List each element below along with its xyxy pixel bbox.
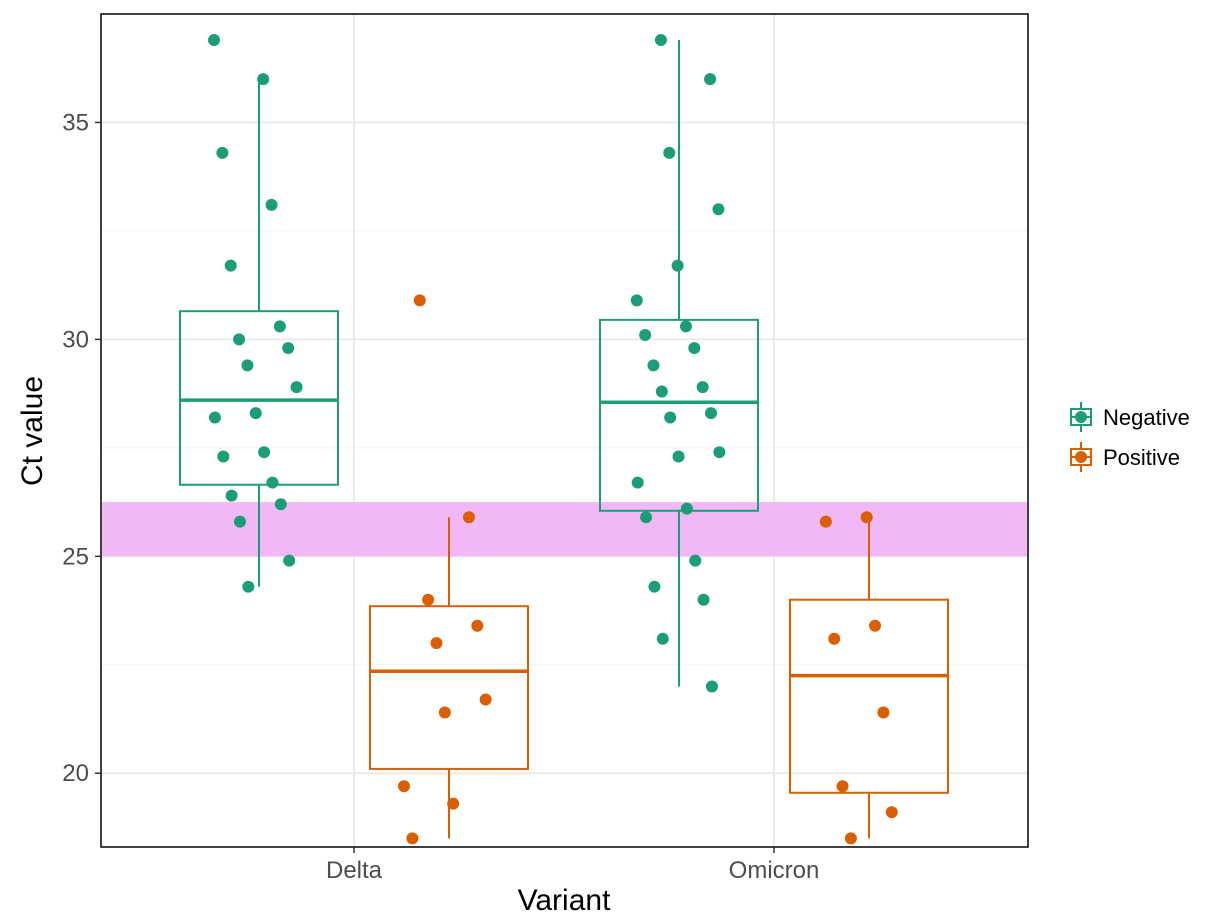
data-point-negative xyxy=(257,73,270,86)
data-point-negative xyxy=(639,329,652,342)
box-positive-delta xyxy=(369,517,529,839)
data-point-negative xyxy=(640,511,653,524)
data-point-negative xyxy=(241,359,254,372)
data-point-positive xyxy=(819,515,832,528)
box-negative-omicron xyxy=(599,40,759,687)
legend-item-positive: Positive xyxy=(1070,442,1180,472)
data-point-negative xyxy=(656,632,669,645)
data-point-negative xyxy=(713,446,726,459)
data-point-positive xyxy=(479,693,492,706)
axis-ticks: 20 25 30 35 Delta Omicron xyxy=(62,109,819,884)
data-point-negative xyxy=(233,333,246,346)
data-point-positive xyxy=(398,780,410,793)
x-axis-title: Variant xyxy=(518,884,611,917)
data-point-positive xyxy=(422,593,435,606)
data-point-negative xyxy=(290,381,303,394)
box-iqr xyxy=(789,598,949,794)
legend: Negative Positive xyxy=(1070,402,1190,472)
legend-item-negative: Negative xyxy=(1070,402,1190,432)
data-point-negative xyxy=(704,73,717,86)
data-point-negative xyxy=(208,411,221,424)
data-point-negative xyxy=(208,34,220,47)
data-point-negative xyxy=(705,407,718,420)
data-point-positive xyxy=(860,511,873,524)
data-point-negative xyxy=(282,342,295,355)
box-positive-omicron xyxy=(789,517,949,839)
legend-label: Positive xyxy=(1103,445,1180,470)
data-point-negative xyxy=(697,593,710,606)
data-point-negative xyxy=(679,320,692,333)
box-iqr xyxy=(369,605,529,770)
data-point-positive xyxy=(828,632,841,645)
box-iqr xyxy=(179,310,339,486)
data-point-positive xyxy=(869,619,882,632)
y-tick-label: 25 xyxy=(62,543,89,570)
data-point-negative xyxy=(712,203,725,216)
data-point-positive xyxy=(438,706,451,719)
y-axis-title: Ct value xyxy=(16,376,49,486)
data-point-negative xyxy=(689,554,702,567)
data-point-positive xyxy=(413,294,426,307)
data-point-negative xyxy=(672,450,685,463)
data-point-negative xyxy=(265,198,278,211)
y-tick-label: 20 xyxy=(62,760,89,787)
data-point-negative xyxy=(663,146,676,159)
data-point-positive xyxy=(462,511,475,524)
data-point-negative xyxy=(225,489,238,502)
plot-panel-border xyxy=(100,13,1029,848)
data-point-negative xyxy=(680,502,693,515)
data-point-negative xyxy=(249,407,262,420)
box-iqr xyxy=(599,318,759,512)
data-point-negative xyxy=(705,680,718,693)
data-point-negative xyxy=(630,294,643,307)
data-point-negative xyxy=(648,580,661,593)
data-point-negative xyxy=(274,498,287,511)
data-point-negative xyxy=(258,446,271,459)
data-point-negative xyxy=(217,450,230,463)
data-point-negative xyxy=(631,476,644,489)
data-point-positive xyxy=(430,637,443,650)
plot-panel-background xyxy=(101,14,1028,847)
boxes xyxy=(179,40,949,839)
y-tick-label: 30 xyxy=(62,326,89,353)
data-point-positive xyxy=(844,832,857,845)
legend-key-point xyxy=(1075,411,1087,423)
data-points xyxy=(208,34,898,845)
data-point-negative xyxy=(696,381,709,394)
x-tick-label: Omicron xyxy=(729,857,820,884)
data-point-negative xyxy=(688,342,701,355)
data-point-negative xyxy=(224,259,237,272)
box-negative-delta xyxy=(179,79,339,587)
data-point-negative xyxy=(242,580,255,593)
data-point-negative xyxy=(273,320,286,333)
data-point-positive xyxy=(885,806,898,819)
data-point-negative xyxy=(655,385,668,398)
data-point-positive xyxy=(406,832,419,845)
legend-key-point xyxy=(1075,451,1087,463)
legend-label: Negative xyxy=(1103,405,1190,430)
data-point-positive xyxy=(836,780,849,793)
data-point-negative xyxy=(671,259,684,272)
data-point-negative xyxy=(654,34,667,47)
data-point-positive xyxy=(877,706,890,719)
data-point-negative xyxy=(664,411,677,424)
highlight-band xyxy=(102,502,1027,557)
data-point-negative xyxy=(216,146,229,159)
data-point-positive xyxy=(471,619,484,632)
y-tick-label: 35 xyxy=(62,109,89,136)
data-point-negative xyxy=(283,554,296,567)
data-point-positive xyxy=(447,797,460,810)
data-point-negative xyxy=(647,359,660,372)
data-point-negative xyxy=(266,476,279,489)
x-tick-label: Delta xyxy=(326,857,383,884)
data-point-negative xyxy=(233,515,246,528)
